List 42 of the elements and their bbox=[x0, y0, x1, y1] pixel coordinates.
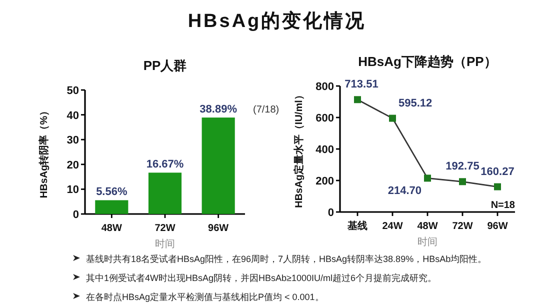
y-tick-label: 400 bbox=[316, 144, 334, 156]
x-tick-label: 24W bbox=[382, 221, 404, 232]
x-axis-title: 时间 bbox=[418, 236, 438, 248]
x-axis-title: 时间 bbox=[155, 238, 175, 250]
x-tick-label: 48W bbox=[417, 221, 438, 232]
data-label: 38.89% bbox=[200, 104, 238, 116]
data-label: 713.51 bbox=[344, 78, 378, 91]
y-tick-label: 0 bbox=[72, 209, 79, 221]
data-label: 192.75 bbox=[446, 160, 480, 173]
y-tick-label: 40 bbox=[66, 110, 79, 122]
data-label: 16.67% bbox=[146, 158, 184, 171]
text: HBsAg的变化情况 bbox=[188, 10, 366, 32]
text: (7/18) bbox=[253, 104, 280, 116]
bar bbox=[202, 118, 235, 214]
data-label: 160.27 bbox=[480, 166, 514, 178]
y-tick-label: 30 bbox=[66, 134, 79, 147]
y-tick-label: 800 bbox=[316, 81, 334, 93]
bar bbox=[95, 200, 128, 214]
y-tick-label: 10 bbox=[66, 184, 79, 196]
annotation: N=18 bbox=[490, 200, 516, 211]
x-tick-label: 96W bbox=[208, 223, 230, 234]
x-tick-label: 基线 bbox=[346, 220, 368, 232]
y-axis-title: HBsAg定量水平（IU/ml） bbox=[293, 90, 305, 208]
data-label: 5.56% bbox=[96, 186, 128, 198]
data-label: 595.12 bbox=[398, 97, 432, 110]
y-tick-label: 600 bbox=[316, 112, 334, 124]
y-tick-label: 50 bbox=[66, 85, 79, 97]
chart-title: PP人群 bbox=[143, 58, 187, 73]
x-tick-label: 48W bbox=[101, 223, 123, 234]
x-tick-label: 72W bbox=[452, 221, 474, 232]
data-label: 214.70 bbox=[388, 185, 422, 198]
text: 其中1例受试者4W时出现HBsAg阴转，并因HBsAb≥1000IU/ml超过6个月提前完成研究。 bbox=[86, 273, 436, 283]
y-tick-label: 20 bbox=[66, 159, 79, 172]
x-tick-label: 72W bbox=[154, 223, 176, 234]
y-tick-label: 0 bbox=[328, 207, 334, 219]
bar bbox=[148, 172, 182, 214]
text: 在各时点HBsAg定量水平检测值与基线相比P值均 < 0.001。 bbox=[86, 292, 324, 302]
text: 基线时共有18名受试者HBsAg阳性，在96周时，7人阴转，HBsAg转阴率达38.89%，HBsAb均阳性。 bbox=[86, 254, 487, 264]
y-axis-title: HBsAg转阴率（%） bbox=[38, 106, 50, 198]
chart-title: HBsAg下降趋势（PP） bbox=[358, 54, 497, 69]
x-tick-label: 96W bbox=[487, 221, 508, 232]
y-tick-label: 200 bbox=[316, 176, 334, 188]
